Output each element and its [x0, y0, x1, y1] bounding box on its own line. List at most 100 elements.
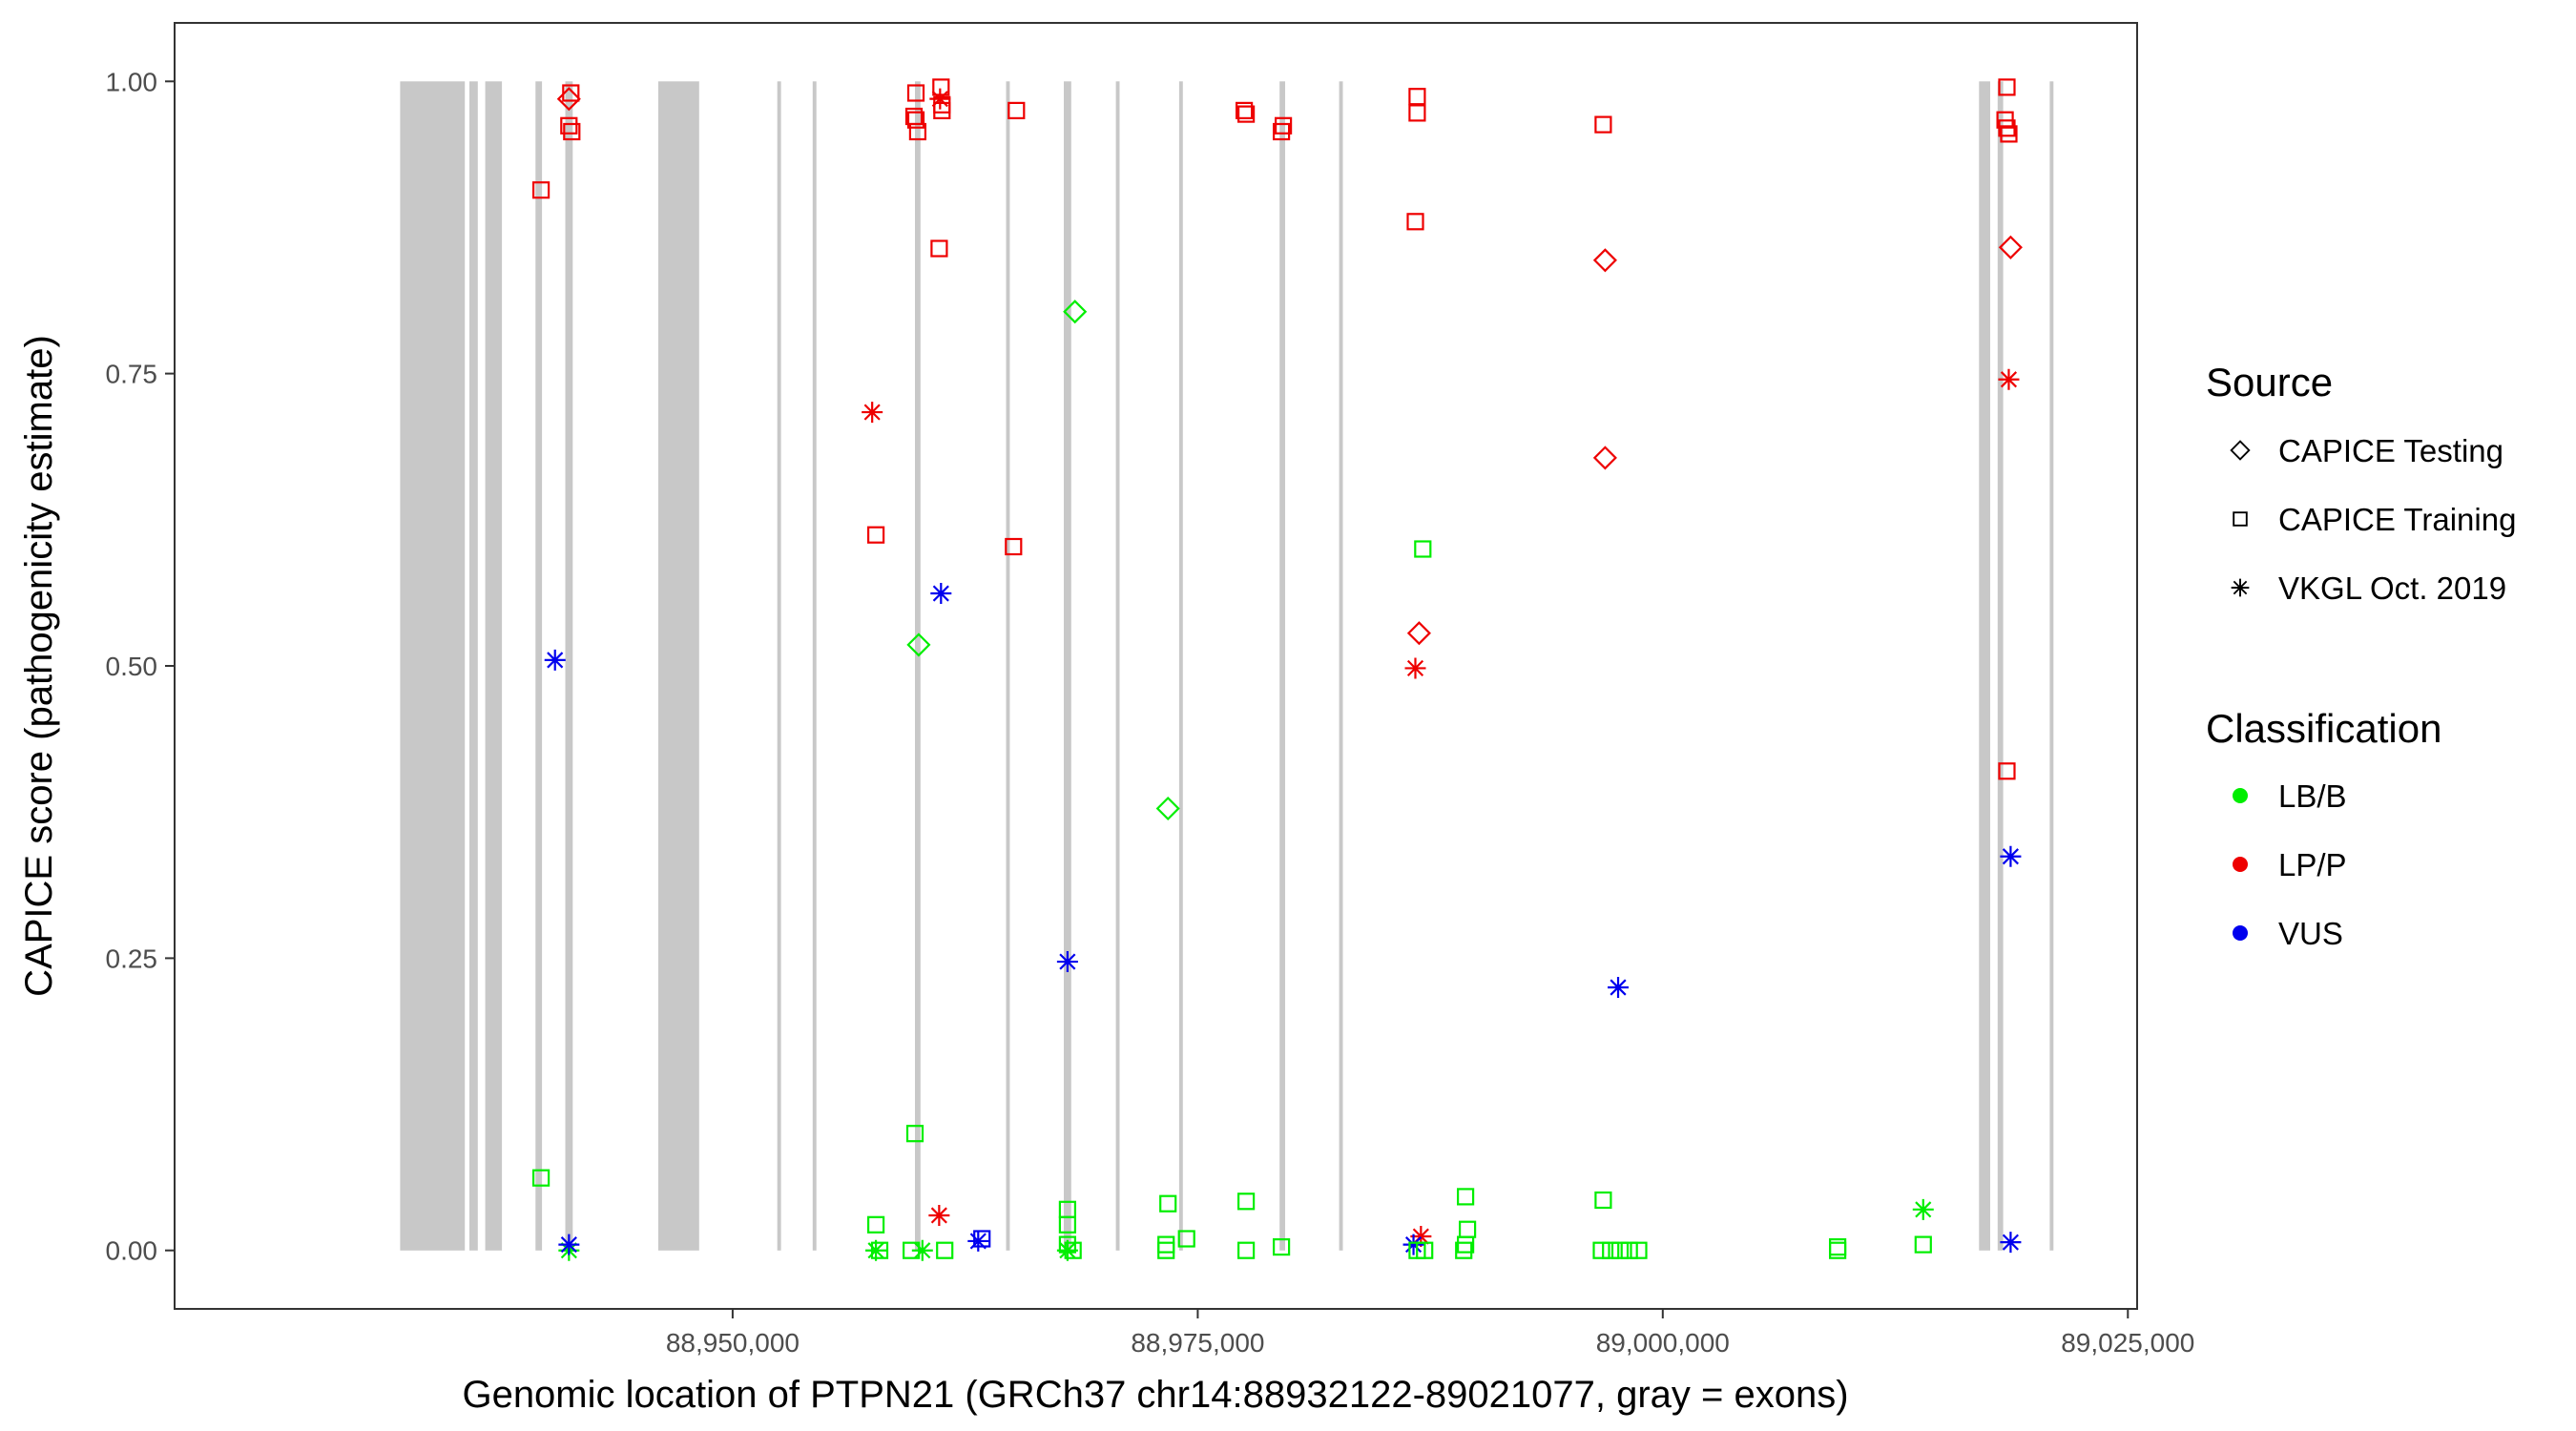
data-point — [866, 526, 885, 544]
y-axis: 0.00 0.25 0.50 0.75 1.00 — [106, 67, 175, 1266]
data-point — [563, 122, 581, 141]
y-tick-label: 0.75 — [106, 360, 158, 389]
exon-band — [485, 81, 503, 1251]
x-tick-label: 88,950,000 — [666, 1328, 800, 1358]
data-point — [1272, 122, 1291, 141]
data-point — [1064, 1241, 1082, 1259]
legend-source-label: CAPICE Testing — [2278, 433, 2503, 468]
legend-source-key — [2233, 511, 2248, 527]
data-point — [1455, 1241, 1473, 1259]
exon-band — [657, 81, 699, 1251]
data-point — [1630, 1241, 1648, 1259]
data-point — [1592, 1241, 1610, 1259]
data-point — [556, 87, 581, 112]
data-point — [1008, 101, 1026, 120]
data-point — [906, 111, 925, 129]
data-point — [1592, 248, 1617, 273]
data-point — [1155, 796, 1180, 821]
data-point — [1914, 1235, 1932, 1254]
exon-bands — [400, 81, 2054, 1251]
data-point — [1402, 1234, 1424, 1255]
data-point — [930, 239, 948, 258]
data-point — [1416, 1241, 1434, 1259]
exon-band — [1979, 81, 1990, 1251]
data-point — [1404, 657, 1426, 679]
data-point — [1620, 1241, 1638, 1259]
data-point — [930, 583, 952, 605]
legend-source-key — [2231, 578, 2250, 597]
data-point — [973, 1230, 991, 1248]
legend: Source CAPICE Testing CAPICE Training VKGL … — [2206, 360, 2516, 951]
legend-class-key — [2233, 857, 2248, 872]
data-point — [1998, 235, 2023, 259]
data-point — [558, 1234, 580, 1255]
plot-panel-border — [174, 22, 2138, 1310]
exon-band — [1115, 81, 1120, 1251]
exon-band — [1064, 81, 1071, 1251]
data-point — [1063, 300, 1088, 324]
legend-class-key — [2233, 788, 2248, 803]
data-point — [1594, 1191, 1612, 1210]
data-point — [562, 84, 580, 102]
data-point — [1272, 1237, 1291, 1256]
exon-band — [535, 81, 543, 1251]
data-point — [1157, 1241, 1175, 1259]
data-point — [1998, 368, 2020, 390]
x-tick-label: 89,025,000 — [2061, 1328, 2194, 1358]
data-point — [906, 84, 925, 102]
x-tick-label: 89,000,000 — [1596, 1328, 1730, 1358]
data-point — [1602, 1241, 1620, 1259]
data-point — [544, 649, 566, 671]
data-point — [866, 1215, 885, 1234]
data-point — [1410, 1226, 1432, 1248]
data-point — [906, 633, 931, 657]
exon-band — [1997, 81, 2004, 1251]
data-point — [1998, 119, 2016, 137]
y-tick-label: 0.25 — [106, 944, 158, 973]
data-point — [1408, 104, 1426, 122]
data-point — [1406, 213, 1424, 231]
data-point — [1157, 1235, 1175, 1254]
exon-band — [1178, 81, 1183, 1251]
legend-class-key — [2233, 925, 2248, 941]
data-point — [1912, 1198, 1934, 1220]
data-point — [1236, 105, 1256, 123]
y-tick-label: 0.00 — [106, 1236, 158, 1266]
data-point — [1236, 1241, 1256, 1259]
data-point — [1456, 1235, 1475, 1254]
y-tick-label: 1.00 — [106, 67, 158, 96]
data-point — [1236, 1192, 1256, 1211]
data-point — [1056, 1239, 1078, 1261]
data-point — [905, 1125, 924, 1143]
exon-band — [2049, 81, 2054, 1251]
data-point — [2000, 125, 2018, 143]
data-point — [1828, 1237, 1847, 1256]
exon-band — [812, 81, 817, 1251]
data-point — [2000, 845, 2022, 867]
data-point — [929, 88, 951, 110]
data-point — [1458, 1220, 1477, 1238]
data-point — [531, 1169, 551, 1187]
data-point — [865, 1239, 887, 1261]
legend-class-title: Classification — [2206, 706, 2441, 751]
x-axis: 88,950,000 88,975,000 89,000,000 89,025,000 — [666, 1309, 2194, 1358]
exon-band — [1006, 81, 1010, 1251]
data-point — [1414, 540, 1432, 558]
data-point — [936, 1241, 954, 1259]
exon-band — [915, 81, 921, 1251]
data-point — [2000, 1232, 2022, 1254]
legend-source-key — [2230, 440, 2251, 461]
data-points — [531, 78, 2023, 1261]
data-point — [1406, 621, 1431, 646]
data-point — [1274, 116, 1293, 135]
legend-source-title: Source — [2206, 360, 2333, 404]
data-point — [1056, 951, 1078, 973]
data-point — [560, 116, 578, 135]
legend-class-label: LB/B — [2278, 778, 2347, 814]
data-point — [870, 1241, 889, 1259]
data-point — [1058, 1215, 1077, 1234]
data-point — [928, 1204, 950, 1226]
legend-class-label: LP/P — [2278, 847, 2347, 882]
data-point — [908, 122, 927, 141]
